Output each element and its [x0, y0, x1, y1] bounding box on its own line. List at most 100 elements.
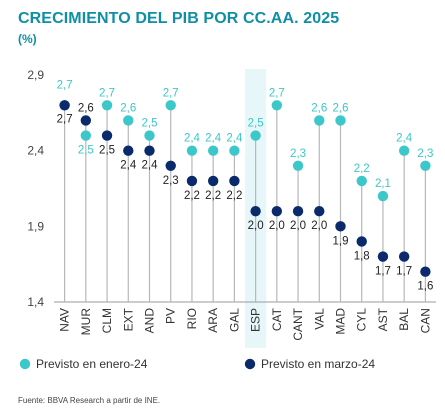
value-label-enero: 2,7	[99, 87, 115, 99]
value-label-marzo: 1,7	[396, 266, 412, 278]
value-label-enero: 2,7	[269, 87, 285, 99]
category-label: ESP	[249, 308, 263, 332]
value-label-enero: 2,5	[78, 145, 94, 157]
point-marzo	[292, 206, 304, 217]
value-label-marzo: 2,7	[57, 113, 73, 125]
point-enero	[207, 145, 219, 156]
value-label-enero: 2,6	[120, 102, 136, 114]
value-label-enero: 2,4	[226, 133, 243, 145]
point-marzo	[59, 100, 70, 111]
point-marzo	[80, 115, 92, 126]
point-marzo	[420, 266, 431, 277]
value-label-enero: 2,7	[163, 87, 179, 99]
point-marzo	[271, 206, 283, 217]
y-tick-label: 1,9	[27, 219, 44, 233]
chart-subtitle: (%)	[18, 32, 37, 46]
category-label: AST	[376, 307, 390, 331]
category-label: VAL	[312, 308, 326, 330]
point-marzo	[250, 206, 261, 217]
value-label-enero: 2,6	[311, 102, 327, 114]
point-enero	[420, 160, 431, 171]
point-enero	[398, 145, 410, 156]
value-label-marzo: 2,2	[226, 190, 242, 202]
legend-marker-marzo	[244, 358, 256, 370]
value-label-marzo: 2,0	[290, 220, 306, 232]
value-label-marzo: 2,5	[99, 145, 115, 157]
value-label-enero: 2,4	[205, 133, 222, 145]
y-tick-label: 1,4	[27, 295, 44, 309]
point-enero	[165, 100, 176, 111]
value-label-enero: 2,1	[375, 178, 391, 190]
point-enero	[186, 145, 198, 156]
y-tick-label: 2,9	[27, 68, 44, 82]
point-marzo	[229, 175, 240, 187]
category-label: RIO	[185, 308, 199, 329]
point-enero	[144, 130, 155, 141]
point-enero	[292, 160, 304, 171]
point-marzo	[144, 145, 155, 156]
point-marzo	[398, 251, 410, 262]
value-label-marzo: 2,3	[163, 175, 179, 187]
category-label: NAV	[58, 308, 72, 332]
point-enero	[314, 115, 325, 126]
value-label-enero: 2,7	[57, 79, 73, 91]
value-label-enero: 2,4	[396, 133, 413, 145]
category-label: BAL	[397, 308, 411, 331]
point-marzo	[335, 221, 346, 232]
value-label-marzo: 2,0	[311, 220, 327, 232]
value-label-enero: 2,5	[142, 118, 158, 130]
value-label-enero: 2,2	[354, 163, 370, 175]
category-label: CAT	[270, 307, 284, 331]
value-label-marzo: 2,6	[78, 102, 94, 114]
category-label: MUR	[79, 308, 93, 336]
category-label: CAN	[418, 308, 432, 333]
category-label: CLM	[100, 308, 114, 333]
value-label-marzo: 2,0	[248, 220, 264, 232]
category-label: CYL	[355, 308, 369, 332]
point-enero	[80, 130, 92, 141]
point-marzo	[123, 145, 134, 156]
point-marzo	[356, 236, 367, 247]
category-label: EXT	[121, 307, 135, 331]
point-marzo	[101, 130, 113, 141]
category-label: PV	[164, 308, 178, 324]
legend-label-enero: Previsto en enero-24	[36, 357, 148, 371]
legend-marker-enero	[19, 358, 31, 370]
source-note: Fuente: BBVA Research a partir de INE.	[18, 396, 161, 405]
point-enero	[335, 115, 346, 126]
point-marzo	[165, 160, 176, 171]
point-enero	[101, 100, 113, 111]
point-marzo	[314, 206, 325, 217]
category-label: AND	[143, 308, 157, 334]
point-marzo	[186, 175, 198, 187]
value-label-enero: 2,4	[184, 133, 201, 145]
value-label-marzo: 1,8	[354, 250, 370, 262]
value-label-marzo: 1,7	[375, 266, 391, 278]
value-label-marzo: 2,4	[142, 160, 159, 172]
value-label-marzo: 2,4	[120, 160, 137, 172]
chart-title: CRECIMIENTO DEL PIB POR CC.AA. 2025	[18, 10, 340, 27]
value-label-marzo: 2,2	[205, 190, 221, 202]
value-label-enero: 2,3	[417, 148, 433, 160]
value-label-enero: 2,6	[333, 102, 349, 114]
category-label: GAL	[227, 308, 241, 332]
value-label-enero: 2,3	[290, 148, 306, 160]
legend-label-marzo: Previsto en marzo-24	[261, 357, 375, 371]
point-enero	[377, 190, 389, 202]
category-label: MAD	[334, 308, 348, 335]
point-marzo	[377, 251, 389, 262]
value-label-enero: 2,5	[248, 118, 264, 130]
category-label: ARA	[206, 308, 220, 333]
value-label-marzo: 1,9	[333, 235, 349, 247]
value-label-marzo: 2,2	[184, 190, 200, 202]
category-label: CANT	[291, 307, 305, 340]
point-enero	[229, 145, 240, 156]
value-label-marzo: 2,0	[269, 220, 285, 232]
value-label-marzo: 1,6	[417, 281, 433, 293]
point-enero	[123, 115, 134, 126]
point-enero	[250, 130, 261, 141]
point-marzo	[207, 175, 219, 187]
y-tick-label: 2,4	[27, 144, 44, 158]
point-enero	[356, 175, 367, 187]
